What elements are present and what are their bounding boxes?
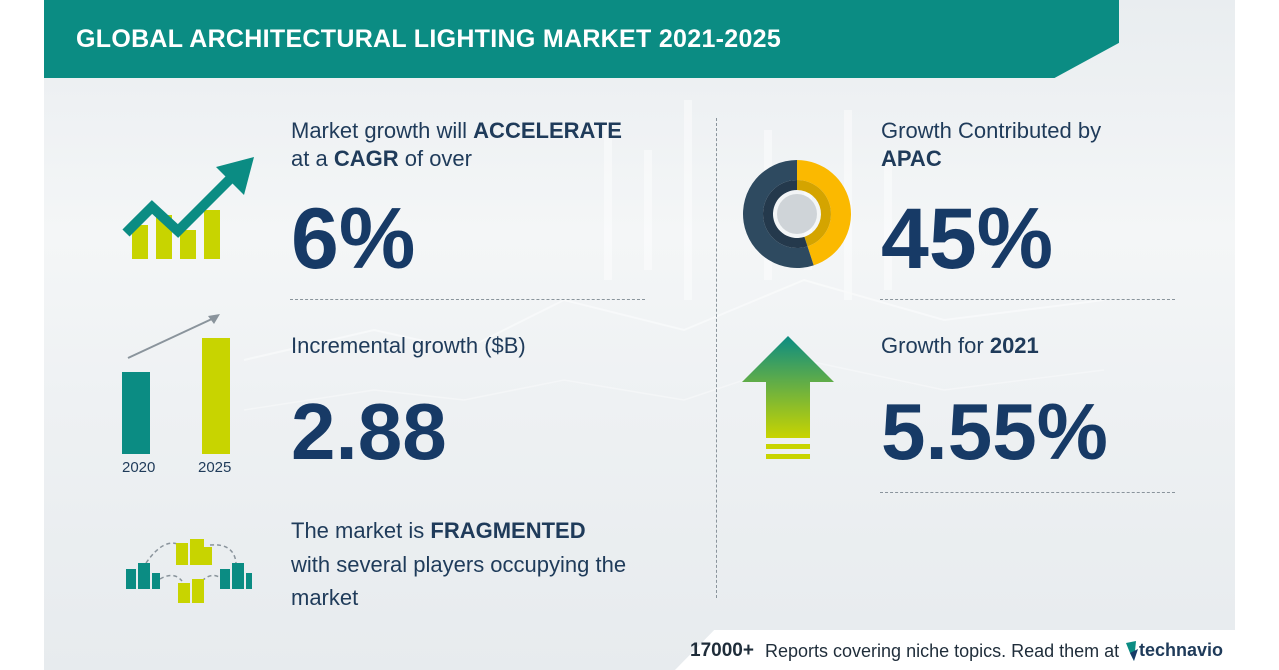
cagr-line2-suffix: of over [404,146,472,171]
divider-vertical [716,118,717,598]
footer-text: Reports covering niche topics. Read them… [765,641,1120,661]
background-canvas [44,0,1235,670]
donut-center [777,194,817,234]
page-title: GLOBAL ARCHITECTURAL LIGHTING MARKET 202… [76,25,782,53]
donut-inner-rest [763,180,808,248]
growth2021-line: Growth for 2021 [881,333,1039,359]
growth2021-year: 2021 [989,333,1039,358]
market-prefix: The market is [291,518,425,543]
year-end-label: 2025 [198,459,232,476]
incremental-value: 2.88 [291,387,447,476]
technavio-brand[interactable]: technavio [1139,640,1224,660]
trend-up-icon [122,157,254,259]
divider-right-2 [880,492,1175,493]
cagr-line1-text: Market growth will [291,118,468,143]
market-line2: with several players occupying the [291,552,627,577]
cagr-line1: Market growth will ACCELERATE [291,118,622,144]
year-start-label: 2020 [122,459,156,476]
cagr-accelerate: ACCELERATE [473,118,622,143]
divider-right-1 [880,299,1175,300]
incremental-label: Incremental growth ($B) [291,333,526,358]
donut-apac-slice [797,160,851,266]
market-fragmented: FRAGMENTED [430,518,586,543]
cagr-label: CAGR [333,146,399,171]
market-line1: The market is FRAGMENTED [291,518,586,544]
apac-value: 45% [881,191,1054,287]
growth2021-prefix: Growth for [881,333,984,358]
market-line3: market [291,585,359,610]
donut-rest-slice [743,160,814,268]
cagr-value: 6% [291,191,416,287]
footer-count: 17000+ [690,640,754,661]
donut-icon [743,160,851,268]
divider-left-1 [290,299,645,300]
donut-inner-apac [797,180,831,247]
technavio-logo-icon[interactable] [1124,639,1224,663]
apac-region: APAC [881,146,942,171]
up-arrow-icon [742,336,834,459]
cagr-line2-prefix: at a [291,146,328,171]
title-banner [44,0,1119,78]
buildings-network-icon [126,539,252,603]
bar-growth-icon [122,314,230,454]
apac-line1: Growth Contributed by [881,118,1102,143]
growth2021-value: 5.55% [881,387,1108,476]
cagr-line2: at a CAGR of over [291,146,472,172]
footer-bar [675,630,1235,670]
